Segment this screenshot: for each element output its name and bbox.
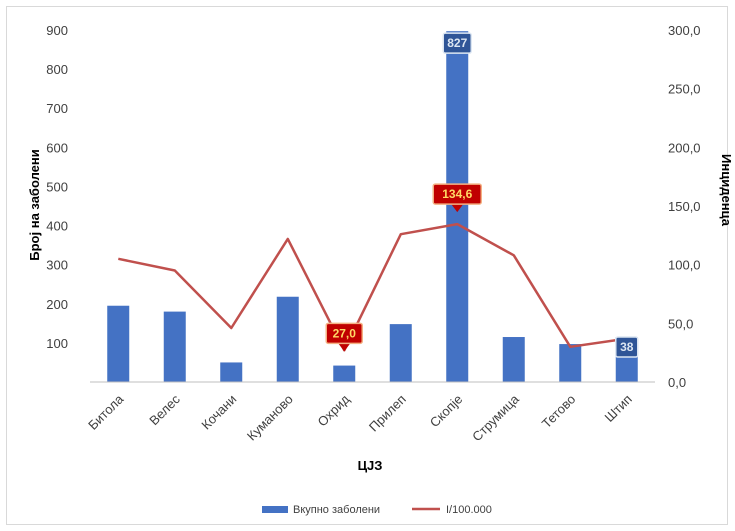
- y-tick-label-0: 100: [46, 336, 68, 351]
- data-label-box-2: [432, 183, 482, 205]
- y2-tick-label-3: 150,0: [668, 199, 701, 214]
- x-tick-label-7: Струмица: [469, 391, 522, 444]
- y-axis-left-title: Број на заболени: [27, 149, 42, 260]
- line-series: [118, 222, 627, 352]
- bar-8: [559, 344, 582, 382]
- bar-7: [502, 337, 525, 382]
- y-tick-label-4: 500: [46, 179, 68, 194]
- x-axis-title: ЦЈЗ: [358, 458, 383, 473]
- bar-4: [333, 365, 356, 382]
- data-label-0: 827: [447, 36, 467, 50]
- bar-0: [107, 305, 130, 382]
- legend-swatch-bar: [262, 506, 288, 513]
- x-tick-label-2: Кочани: [198, 392, 239, 433]
- data-label-pointer-3: [338, 343, 351, 352]
- data-label-3: 27,0: [333, 326, 357, 340]
- y-tick-label-2: 300: [46, 258, 68, 273]
- data-labels: 827 38 134,6 27,0: [325, 32, 639, 358]
- chart-frame: [6, 6, 728, 525]
- y2-tick-label-4: 200,0: [668, 140, 701, 155]
- y-tick-label-1: 200: [46, 297, 68, 312]
- bar-5: [389, 324, 412, 382]
- y2-tick-label-5: 250,0: [668, 82, 701, 97]
- y2-tick-label-1: 50,0: [668, 316, 693, 331]
- y-axis-right-ticks: 0,0 50,0 100,0 150,0 200,0 250,0 300,0: [668, 23, 701, 390]
- data-label-box-3: [325, 322, 363, 345]
- y2-tick-label-6: 300,0: [668, 23, 701, 38]
- y-axis-right-title: Инциденца: [719, 154, 734, 227]
- y2-tick-label-2: 100,0: [668, 258, 701, 273]
- x-tick-label-6: Скопје: [427, 392, 466, 431]
- x-tick-label-8: Тетово: [539, 392, 579, 432]
- data-label-pointer-2: [451, 204, 464, 213]
- x-tick-label-0: Битола: [85, 391, 127, 433]
- x-tick-label-9: Штип: [602, 392, 635, 425]
- bar-3: [276, 296, 299, 382]
- y2-tick-label-0: 0,0: [668, 375, 686, 390]
- x-tick-label-3: Куманово: [244, 392, 296, 444]
- y-tick-label-6: 700: [46, 101, 68, 116]
- data-label-1: 38: [620, 340, 634, 354]
- y-tick-label-7: 800: [46, 62, 68, 77]
- y-tick-label-5: 600: [46, 140, 68, 155]
- bar-series: [107, 31, 638, 382]
- x-axis-ticks: Битола Велес Кочани Куманово Охрид Прилеп Скоп…: [85, 391, 635, 444]
- x-tick-label-5: Прилеп: [366, 392, 409, 435]
- y-axis-left-ticks: 100 200 300 400 500 600 700 800 900: [46, 23, 68, 351]
- incidence-line: [118, 222, 627, 352]
- legend-label-line: I/100.000: [446, 504, 492, 516]
- legend: Вкупно заболени I/100.000: [262, 504, 492, 516]
- bar-1: [163, 311, 186, 382]
- legend-label-bar: Вкупно заболени: [293, 504, 380, 516]
- y-tick-label-8: 900: [46, 23, 68, 38]
- y-tick-label-3: 400: [46, 219, 68, 234]
- bar-2: [220, 362, 243, 382]
- data-label-box-1: [615, 336, 639, 358]
- x-tick-label-1: Велес: [146, 391, 183, 428]
- data-label-box-0: [442, 32, 472, 54]
- data-label-2: 134,6: [442, 187, 472, 201]
- x-tick-label-4: Охрид: [315, 391, 353, 429]
